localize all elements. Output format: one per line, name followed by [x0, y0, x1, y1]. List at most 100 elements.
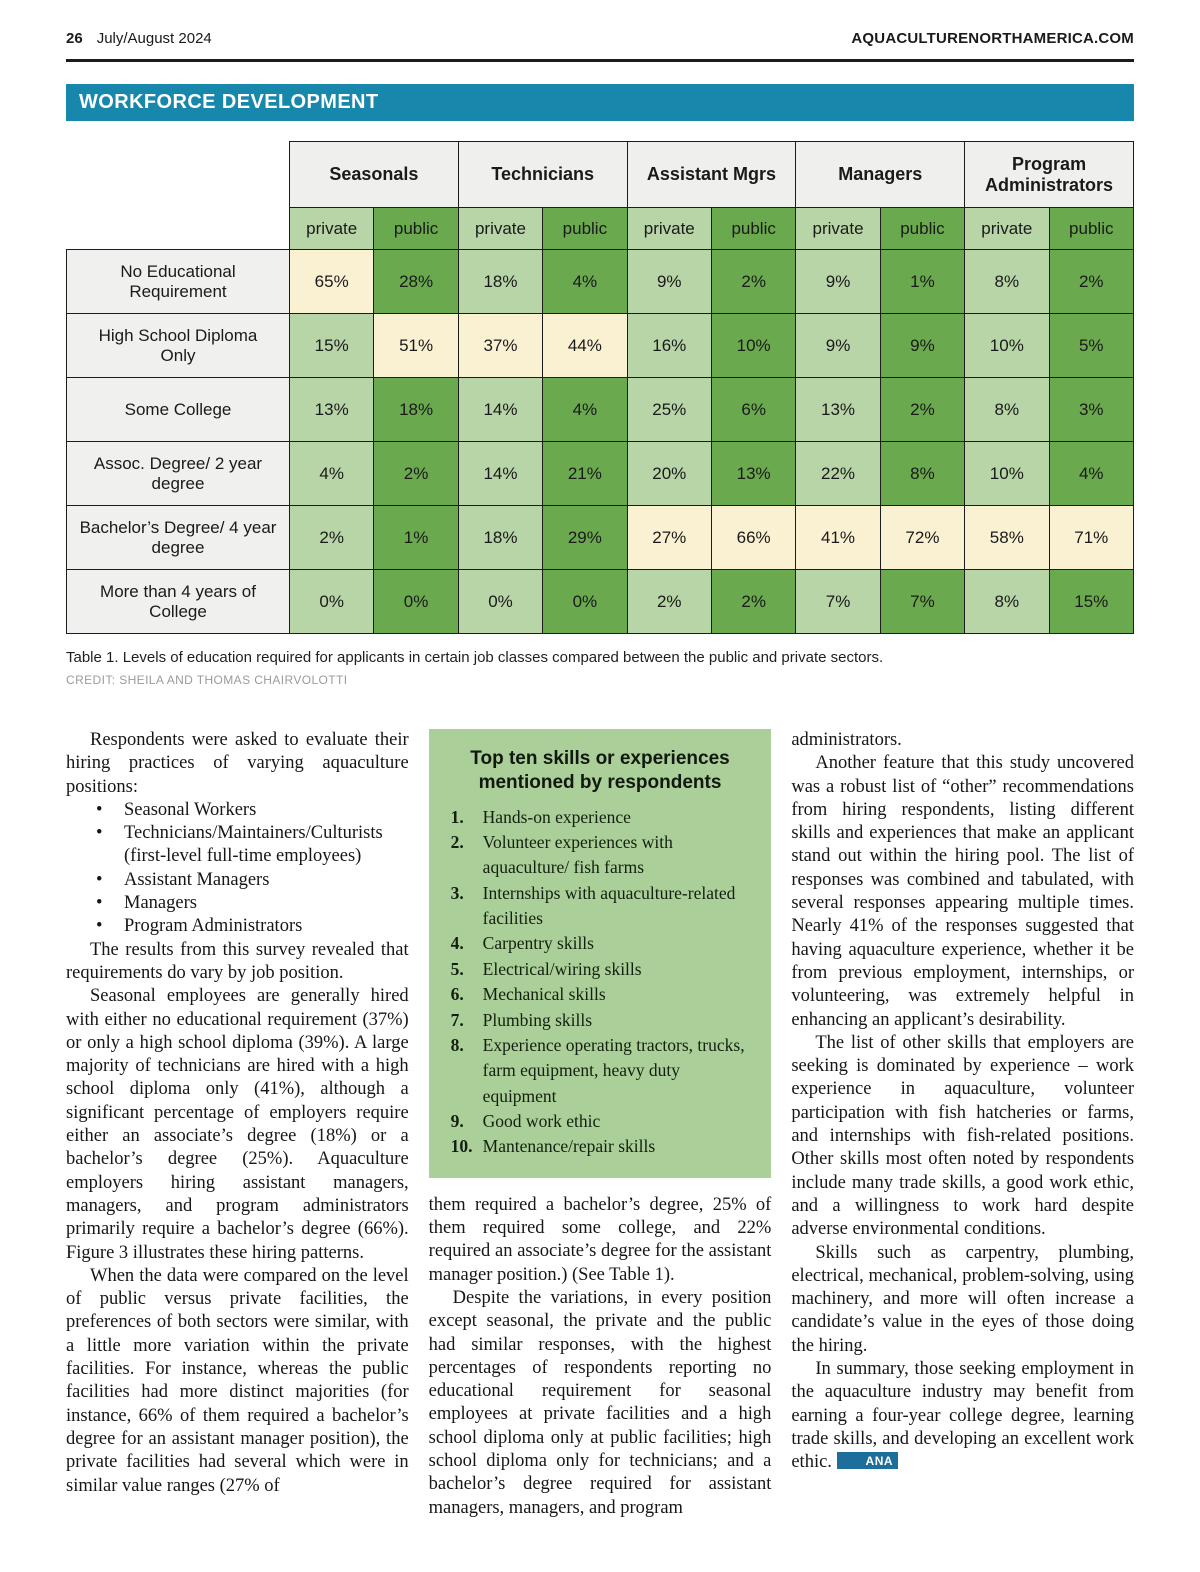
percentage-cell: 25% [626, 377, 712, 442]
table-row: High School Diploma Only 15% 51% 37% 44% 16% 1… [66, 313, 1135, 378]
paragraph: Despite the variations, in every positio… [428, 1287, 772, 1518]
skill-item: Experience operating tractors, trucks, f… [451, 1033, 745, 1106]
percentage-cell: 65% [288, 249, 375, 314]
sector-header: private [457, 207, 544, 250]
percentage-cell: 0% [288, 569, 375, 634]
paragraph: them required a bachelor’s degree, 25% o… [428, 1194, 772, 1285]
sector-header: public [710, 207, 797, 250]
percentage-cell: 4% [542, 377, 628, 442]
article-column-1: Respondents were asked to evaluate their… [66, 729, 409, 1520]
sector-header: private [964, 207, 1050, 250]
table-row: Bachelor’s Degree/ 4 year degree 2% 1% 18% 2… [66, 505, 1135, 570]
percentage-cell: 29% [542, 505, 628, 570]
percentage-cell: 2% [288, 505, 375, 570]
percentage-cell: 2% [1048, 249, 1135, 314]
website-url: AQUACULTURENORTHAMERICA.COM [851, 30, 1134, 47]
percentage-cell: 18% [457, 249, 544, 314]
education-table-wrap: Seasonals Technicians Assistant Mgrs Manage… [66, 141, 1135, 634]
percentage-cell: 9% [795, 313, 881, 378]
percentage-cell: 9% [626, 249, 712, 314]
percentage-cell: 27% [626, 505, 712, 570]
sector-header: public [879, 207, 966, 250]
table-head: Seasonals Technicians Assistant Mgrs Manage… [66, 141, 1135, 250]
percentage-cell: 28% [373, 249, 459, 314]
table-credit: CREDIT: SHEILA AND THOMAS CHAIRVOLOTTI [66, 673, 348, 687]
percentage-cell: 3% [1048, 377, 1135, 442]
education-level-label: Some College [66, 377, 290, 442]
percentage-cell: 0% [373, 569, 459, 634]
table-caption: Table 1. Levels of education required fo… [66, 649, 884, 666]
percentage-cell: 41% [795, 505, 881, 570]
percentage-cell: 51% [373, 313, 459, 378]
paragraph: Another feature that this study uncovere… [791, 753, 1135, 1030]
education-level-label: More than 4 years of College [66, 569, 290, 634]
paragraph: The list of other skills that employers … [791, 1032, 1135, 1240]
percentage-cell: 21% [542, 441, 628, 506]
bullet-item: Seasonal Workers [66, 799, 409, 823]
percentage-cell: 10% [964, 313, 1050, 378]
percentage-cell: 18% [373, 377, 459, 442]
percentage-cell: 22% [795, 441, 881, 506]
education-level-label: Assoc. Degree/ 2 year degree [66, 441, 290, 506]
percentage-cell: 4% [1048, 441, 1135, 506]
section-banner: WORKFORCE DEVELOPMENT [66, 84, 1134, 121]
percentage-cell: 15% [1048, 569, 1135, 634]
table-body: No Educational Requirement 65% 28% 18% 4% 9% 2… [66, 249, 1135, 634]
percentage-cell: 15% [288, 313, 375, 378]
skill-item: Hands-on experience [451, 805, 631, 831]
percentage-cell: 10% [964, 441, 1050, 506]
skill-item: Electrical/wiring skills [451, 957, 642, 983]
percentage-cell: 4% [288, 441, 375, 506]
table-corner [66, 141, 290, 250]
sector-header: public [1048, 207, 1135, 250]
percentage-cell: 8% [964, 569, 1050, 634]
skill-item: Volunteer experiences with aquaculture/ … [451, 830, 673, 878]
percentage-cell: 14% [457, 377, 544, 442]
job-class-header: Program Administrators [964, 141, 1134, 208]
percentage-cell: 72% [879, 505, 966, 570]
paragraph: In summary, those seeking employment in … [791, 1358, 1134, 1474]
page-header: 26 July/August 2024 AQUACULTURENORTHAMERI… [66, 30, 1134, 62]
percentage-cell: 2% [626, 569, 712, 634]
issue-date: July/August 2024 [96, 30, 212, 47]
skills-box: Top ten skills or experiences mentioned … [428, 729, 772, 1178]
percentage-cell: 9% [879, 313, 966, 378]
percentage-cell: 18% [457, 505, 544, 570]
percentage-cell: 0% [542, 569, 628, 634]
paragraph: When the data were compared on the level… [66, 1265, 409, 1496]
paragraph: Skills such as carpentry, plumbing, elec… [791, 1242, 1135, 1356]
position-bullet-list: Seasonal WorkersTechnicians/Maintainers/… [66, 799, 409, 939]
paragraph: Respondents were asked to evaluate their… [66, 730, 409, 797]
sector-header: private [288, 207, 375, 250]
skills-list: Hands-on experience Volunteer experiences… [449, 805, 752, 1161]
percentage-cell: 7% [795, 569, 881, 634]
paragraph: administrators. [791, 730, 902, 750]
group-header-row: Seasonals Technicians Assistant Mgrs Manage… [66, 141, 1134, 250]
percentage-cell: 20% [626, 441, 712, 506]
sector-header: public [373, 207, 459, 250]
skills-box-title: Top ten skills or experiences mentioned … [470, 748, 730, 793]
job-class-header: Seasonals [289, 141, 459, 208]
bullet-item: Assistant Managers [66, 869, 409, 893]
percentage-cell: 58% [964, 505, 1050, 570]
ana-end-mark: ANA [836, 1452, 899, 1470]
skill-item: Mechanical skills [451, 982, 606, 1008]
article-column-2: Top ten skills or experiences mentioned … [428, 729, 772, 1520]
skill-item: Mantenance/repair skills [451, 1134, 656, 1160]
percentage-cell: 2% [710, 569, 797, 634]
education-level-label: High School Diploma Only [66, 313, 290, 378]
percentage-cell: 13% [795, 377, 881, 442]
percentage-cell: 16% [626, 313, 712, 378]
header-left: 26 July/August 2024 [66, 30, 212, 47]
education-level-label: Bachelor’s Degree/ 4 year degree [66, 505, 290, 570]
job-class-header: Managers [795, 141, 966, 208]
percentage-cell: 13% [710, 441, 797, 506]
skill-item: Internships with aquaculture-related fac… [451, 881, 736, 928]
page-number: 26 [66, 30, 83, 47]
education-level-label: No Educational Requirement [66, 249, 290, 314]
percentage-cell: 71% [1048, 505, 1135, 570]
table-row: Some College 13% 18% 14% 4% 25% 6% 13% 2% 8% 3% [66, 377, 1135, 442]
article-body: Respondents were asked to evaluate their… [66, 729, 1134, 1520]
sector-header-row: private public private public private public p… [67, 207, 1135, 250]
